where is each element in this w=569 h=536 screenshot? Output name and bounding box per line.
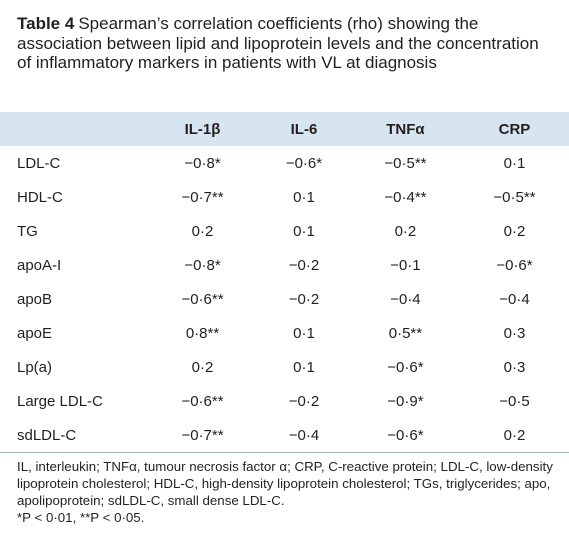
table-cell: −0·2: [288, 290, 320, 308]
table-cell: −0·6*: [350, 418, 460, 453]
table-cell: 0·5**: [388, 324, 423, 342]
table-cell: −0·2: [288, 392, 320, 410]
table-cell: −0·6**: [181, 392, 224, 410]
abbreviations: IL, interleukin; TNFα, tumour necrosis f…: [17, 459, 553, 508]
table-cell: −0·4: [390, 290, 421, 308]
table-cell: −0·4**: [384, 188, 427, 206]
table-row: LDL-C −0·8* −0·6* −0·5** 0·1: [0, 146, 569, 180]
table-cell: −0·9*: [387, 392, 424, 410]
row-label: sdLDL-C: [0, 418, 148, 453]
table-cell: −0·5: [499, 392, 530, 410]
table-row: TG 0·2 0·1 0·2 0·2: [0, 214, 569, 248]
table-cell: 0·1: [503, 154, 526, 172]
row-label: LDL-C: [17, 154, 61, 172]
table-row: sdLDL-C −0·7** −0·4 −0·6* 0·2: [0, 418, 569, 453]
column-header: IL-6: [290, 120, 318, 138]
table-cell: 0·2: [191, 358, 214, 376]
header-row: IL-1β IL-6 TNFα CRP: [0, 112, 569, 146]
table-cell: −0·5**: [493, 188, 536, 206]
table-cell: −0·8*: [184, 154, 221, 172]
table-cell: 0·2: [394, 222, 417, 240]
table-header: IL-1β IL-6 TNFα CRP: [0, 112, 569, 146]
table-cell: −0·6*: [285, 154, 323, 172]
significance-note: *P < 0·01, **P < 0·05.: [17, 510, 145, 525]
table-row: apoE 0·8** 0·1 0·5** 0·3: [0, 316, 569, 350]
table-row: Lp(a) 0·2 0·1 −0·6* 0·3: [0, 350, 569, 384]
table-cell: 0·3: [503, 324, 526, 342]
table-row: Large LDL-C −0·6** −0·2 −0·9* −0·5: [0, 384, 569, 418]
table-cell: 0·3: [503, 358, 526, 376]
table: IL-1β IL-6 TNFα CRP LDL-C −0·8* −0·6* −0·5** 0·…: [0, 112, 569, 453]
table-cell: 0·1: [293, 358, 315, 376]
table-cell: 0·1: [293, 222, 315, 240]
table-cell: −0·4: [499, 290, 530, 308]
row-label: apoA-I: [17, 256, 62, 274]
corner-cell: [0, 112, 148, 146]
table-cell: −0·6*: [387, 358, 424, 376]
table-cell: 0·2: [503, 222, 526, 240]
row-label: HDL-C: [17, 188, 63, 206]
caption-text: Spearman’s correlation coefficients (rho…: [17, 14, 539, 72]
table-body: LDL-C −0·8* −0·6* −0·5** 0·1 HDL-C −0·7** 0·1 −0…: [0, 146, 569, 453]
table-cell: −0·4: [257, 418, 351, 453]
column-header: CRP: [498, 120, 531, 138]
table-cell: −0·1: [390, 256, 421, 274]
column-header: IL-1β: [184, 120, 221, 138]
row-label: Lp(a): [17, 358, 53, 376]
table-cell: 0·2: [191, 222, 214, 240]
table-cell: −0·6*: [496, 256, 533, 274]
table-caption: Table 4 Spearman’s correlation coefficien…: [17, 14, 557, 73]
footnote: IL, interleukin; TNFα, tumour necrosis f…: [17, 458, 557, 526]
table-cell: −0·7**: [148, 418, 258, 453]
table-row: apoB −0·6** −0·2 −0·4 −0·4: [0, 282, 569, 316]
table-cell: 0·1: [293, 324, 315, 342]
table-cell: −0·8*: [184, 256, 221, 274]
row-label: TG: [17, 222, 38, 240]
row-label: Large LDL-C: [17, 392, 103, 410]
table-cell: −0·7**: [181, 188, 224, 206]
table-row: HDL-C −0·7** 0·1 −0·4** −0·5**: [0, 180, 569, 214]
table-cell: 0·1: [293, 188, 315, 206]
row-label: apoB: [17, 290, 53, 308]
table-label: Table 4: [17, 14, 75, 33]
table-cell: 0·8**: [185, 324, 220, 342]
row-label: apoE: [17, 324, 53, 342]
table-cell: −0·5**: [384, 154, 427, 172]
table-cell: −0·6**: [181, 290, 224, 308]
column-header: TNFα: [386, 120, 425, 138]
table-row: apoA-I −0·8* −0·2 −0·1 −0·6*: [0, 248, 569, 282]
table-cell: −0·2: [288, 256, 320, 274]
table-cell: 0·2: [459, 418, 569, 453]
